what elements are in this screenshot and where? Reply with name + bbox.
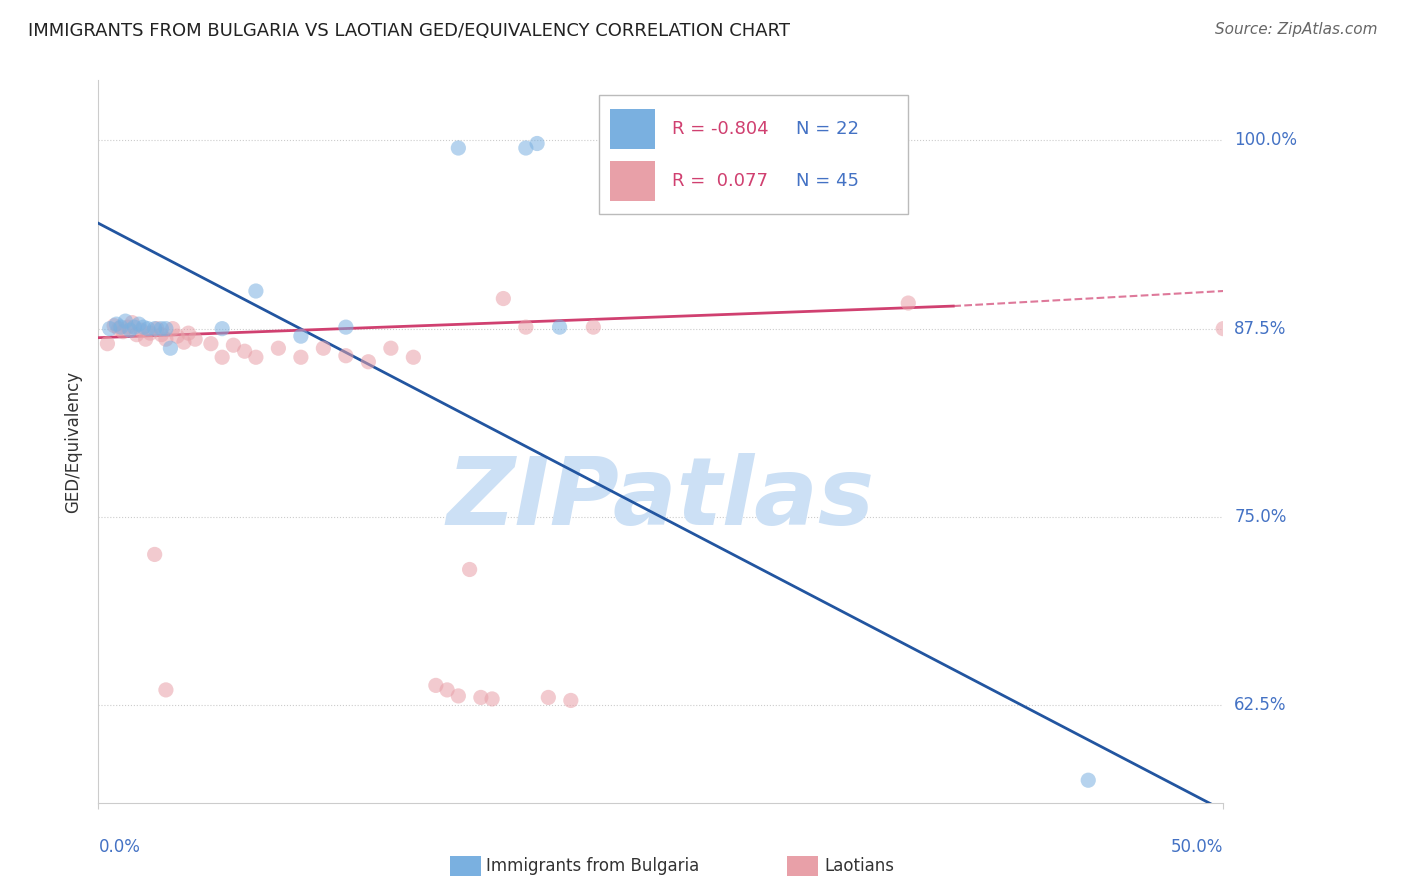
Point — [117, 320, 139, 334]
Text: 0.0%: 0.0% — [98, 838, 141, 855]
Point — [177, 326, 200, 341]
Point — [211, 321, 233, 335]
Point — [492, 292, 515, 306]
Point — [897, 296, 920, 310]
Text: Source: ZipAtlas.com: Source: ZipAtlas.com — [1215, 22, 1378, 37]
Point — [447, 689, 470, 703]
Point — [267, 341, 290, 355]
Text: R = -0.804: R = -0.804 — [672, 120, 769, 137]
Point — [526, 136, 548, 151]
Point — [135, 332, 157, 346]
Text: Immigrants from Bulgaria: Immigrants from Bulgaria — [486, 857, 700, 875]
Point — [162, 321, 184, 335]
Point — [155, 682, 177, 697]
Text: IMMIGRANTS FROM BULGARIA VS LAOTIAN GED/EQUIVALENCY CORRELATION CHART: IMMIGRANTS FROM BULGARIA VS LAOTIAN GED/… — [28, 22, 790, 40]
Point — [335, 320, 357, 334]
Point — [380, 341, 402, 355]
Point — [233, 344, 256, 359]
Point — [335, 349, 357, 363]
Point — [425, 678, 447, 692]
Point — [125, 327, 148, 342]
Text: 100.0%: 100.0% — [1234, 131, 1298, 150]
Point — [143, 321, 166, 335]
Point — [155, 332, 177, 346]
Text: 62.5%: 62.5% — [1234, 696, 1286, 714]
Text: 87.5%: 87.5% — [1234, 319, 1286, 338]
Point — [118, 323, 141, 337]
Point — [103, 318, 125, 333]
Point — [105, 317, 128, 331]
Point — [582, 320, 605, 334]
Point — [402, 351, 425, 365]
Point — [436, 682, 458, 697]
Point — [458, 562, 481, 576]
Point — [114, 314, 136, 328]
Point — [357, 355, 380, 369]
Point — [211, 351, 233, 365]
Text: N = 45: N = 45 — [796, 172, 859, 190]
Point — [245, 351, 267, 365]
Text: ZIPatlas: ZIPatlas — [447, 453, 875, 545]
Point — [537, 690, 560, 705]
Point — [290, 329, 312, 343]
Point — [515, 141, 537, 155]
Point — [150, 321, 173, 335]
Point — [184, 332, 207, 346]
Text: 75.0%: 75.0% — [1234, 508, 1286, 525]
Point — [560, 693, 582, 707]
Point — [245, 284, 267, 298]
Point — [143, 548, 166, 562]
Point — [112, 325, 135, 339]
Text: R =  0.077: R = 0.077 — [672, 172, 768, 190]
Y-axis label: GED/Equivalency: GED/Equivalency — [65, 370, 83, 513]
Point — [515, 320, 537, 334]
Point — [470, 690, 492, 705]
Point — [200, 336, 222, 351]
Point — [447, 141, 470, 155]
Point — [129, 323, 152, 337]
Point — [173, 335, 195, 350]
Point — [222, 338, 245, 352]
FancyBboxPatch shape — [610, 161, 655, 201]
Point — [132, 320, 155, 334]
Point — [107, 321, 129, 335]
Point — [159, 341, 181, 355]
Point — [548, 320, 571, 334]
Point — [128, 317, 150, 331]
Point — [150, 327, 173, 342]
Text: N = 22: N = 22 — [796, 120, 859, 137]
Text: Laotians: Laotians — [824, 857, 894, 875]
Point — [96, 336, 118, 351]
Point — [166, 329, 188, 343]
Point — [1212, 321, 1234, 335]
Point — [312, 341, 335, 355]
FancyBboxPatch shape — [599, 95, 908, 214]
Point — [1077, 773, 1099, 788]
Point — [290, 351, 312, 365]
Point — [136, 321, 159, 335]
Point — [146, 321, 169, 335]
Point — [481, 692, 503, 706]
Point — [98, 321, 121, 335]
Point — [121, 316, 143, 330]
Point — [139, 326, 162, 341]
Point — [110, 320, 132, 334]
Text: 50.0%: 50.0% — [1171, 838, 1223, 855]
Point — [155, 321, 177, 335]
Point — [124, 320, 146, 334]
FancyBboxPatch shape — [610, 109, 655, 149]
